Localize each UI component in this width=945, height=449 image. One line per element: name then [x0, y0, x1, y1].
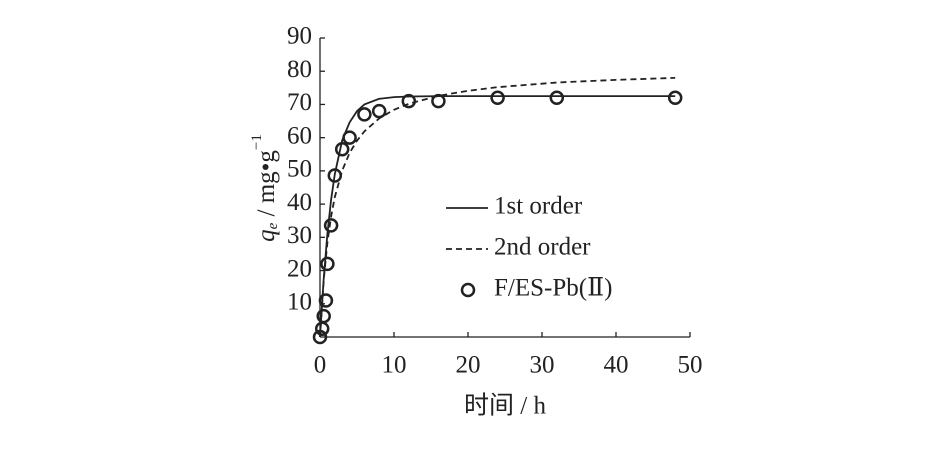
y-tick-label: 10: [287, 289, 312, 316]
data-point: [334, 142, 350, 157]
x-tick-label: 30: [530, 352, 555, 379]
fit-line: [319, 76, 676, 338]
legend-marker: [460, 282, 476, 298]
data-point: [312, 329, 328, 345]
data-point: [320, 256, 335, 272]
y-axis-label: qe / mg•g−1: [249, 134, 281, 242]
data-point: [342, 130, 357, 145]
x-tick-label: 20: [456, 352, 481, 379]
y-tick-label: 20: [287, 255, 312, 282]
y-tick-label: 70: [287, 89, 312, 116]
y-tick-label: 90: [287, 23, 312, 50]
data-point: [431, 93, 446, 109]
y-label-part: / mg•g: [253, 150, 280, 223]
legend-label: F/ES-Pb(Ⅱ): [494, 275, 612, 302]
y-tick-label: 30: [287, 222, 312, 249]
data-point: [401, 93, 417, 109]
x-axis-label: 时间 / h: [464, 392, 546, 420]
data-point: [490, 90, 505, 106]
x-tick-label: 50: [678, 352, 703, 379]
data-point: [314, 321, 330, 336]
y-tick-label: 60: [287, 122, 312, 149]
y-label-part: −1: [249, 134, 265, 150]
data-point: [371, 103, 387, 119]
legend-label: 1st order: [494, 193, 583, 220]
x-tick-label: 40: [604, 352, 629, 379]
legend-label: 2nd order: [494, 234, 591, 261]
x-tick-label: 10: [382, 352, 407, 379]
data-point: [323, 218, 339, 233]
data-point: [318, 293, 334, 308]
x-tick-label: 0: [314, 352, 327, 379]
data-point: [667, 90, 683, 106]
data-point: [357, 107, 372, 122]
y-tick-label: 40: [287, 189, 312, 216]
y-tick-label: 50: [287, 156, 312, 183]
y-tick-label: 80: [287, 56, 312, 83]
y-label-part: e: [265, 222, 281, 229]
data-point: [327, 168, 343, 183]
fit-line: [319, 95, 676, 338]
data-point: [549, 90, 565, 106]
y-label-part: q: [253, 229, 280, 242]
data-point: [316, 308, 331, 324]
